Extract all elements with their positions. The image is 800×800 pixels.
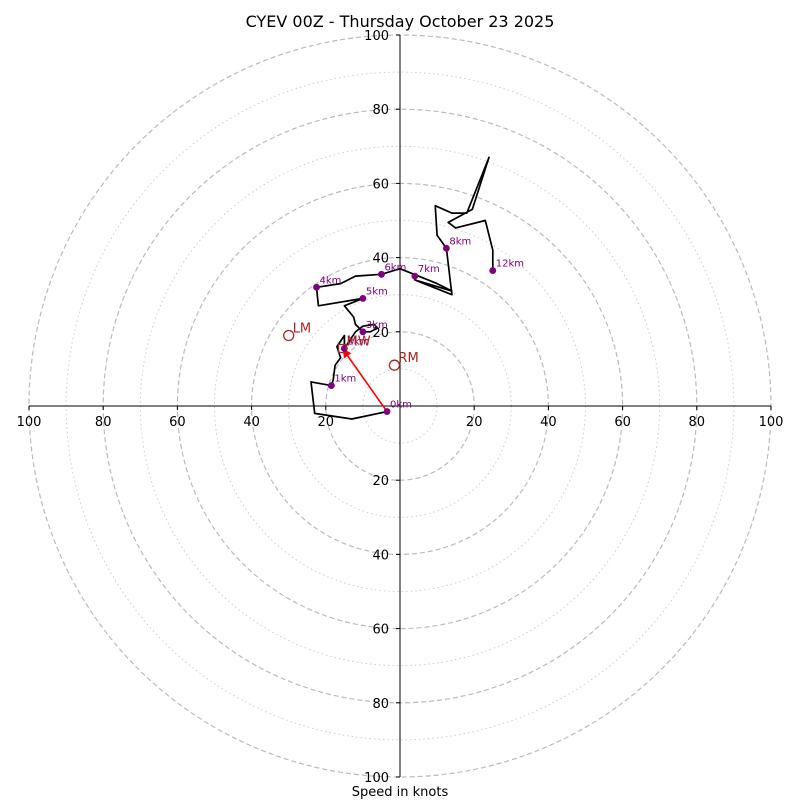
x-tick-label: 100 bbox=[17, 415, 42, 430]
y-tick-label: 60 bbox=[372, 623, 389, 638]
x-tick-label: 60 bbox=[169, 415, 186, 430]
storm-motion-label: MW bbox=[346, 334, 370, 349]
height-markers: 0km 1km 2km 3km 4km 5km 6km 7km 8km 12km bbox=[313, 236, 524, 415]
y-tick-label: 20 bbox=[372, 474, 389, 489]
storm-motion-marker bbox=[283, 329, 295, 342]
x-axis-label: Speed in knots bbox=[352, 785, 449, 800]
storm-motion-markers: LM RM MW bbox=[283, 322, 419, 371]
height-marker-label: 7km bbox=[418, 264, 440, 275]
y-tick-label: 80 bbox=[372, 103, 389, 118]
y-tick-label: 100 bbox=[364, 29, 389, 44]
x-tick-label: 20 bbox=[318, 415, 335, 430]
height-marker-dot bbox=[327, 382, 335, 389]
y-tick-label: 100 bbox=[364, 771, 389, 786]
y-tick-label: 80 bbox=[372, 697, 389, 712]
height-marker-dot bbox=[411, 272, 419, 280]
x-tick-label: 40 bbox=[243, 415, 260, 430]
height-marker-dot bbox=[359, 328, 367, 336]
x-tick-label: 80 bbox=[95, 415, 112, 430]
axes bbox=[29, 35, 771, 777]
tick-labels: 100 80 60 40 20 20 40 60 80 100100806040202040608… bbox=[17, 29, 784, 786]
storm-motion-label: LM bbox=[293, 322, 311, 337]
height-marker-label: 6km bbox=[384, 262, 406, 273]
y-tick-label: 60 bbox=[372, 177, 389, 192]
shear-arrow bbox=[341, 348, 388, 413]
height-marker-label: 5km bbox=[366, 286, 388, 297]
x-tick-label: 100 bbox=[759, 415, 784, 430]
storm-motion-marker bbox=[388, 359, 401, 371]
height-marker-label: 1km bbox=[334, 374, 356, 385]
height-marker-dot bbox=[442, 244, 450, 252]
height-marker-label: 2km bbox=[347, 336, 369, 347]
height-marker-dot bbox=[489, 267, 497, 274]
y-tick-label: 40 bbox=[372, 548, 389, 563]
height-marker-dot bbox=[383, 408, 391, 415]
height-marker-label: 12km bbox=[496, 259, 524, 270]
hodograph-line bbox=[310, 156, 494, 420]
height-marker-label: 0km bbox=[390, 400, 412, 411]
storm-motion-label: RM bbox=[398, 351, 418, 366]
x-tick-label: 40 bbox=[540, 415, 557, 430]
chart-title: CYEV 00Z - Thursday October 23 2025 bbox=[246, 12, 555, 31]
y-tick-label: 40 bbox=[372, 252, 389, 267]
x-tick-label: 20 bbox=[466, 415, 483, 430]
height-marker-label: 8km bbox=[449, 236, 471, 247]
height-marker-label: 4km bbox=[320, 275, 342, 286]
x-tick-label: 60 bbox=[614, 415, 631, 430]
x-tick-label: 80 bbox=[689, 415, 706, 430]
height-marker-dot bbox=[378, 270, 385, 278]
height-marker-label: 3km bbox=[366, 320, 388, 331]
hodograph-trace bbox=[310, 156, 494, 420]
height-marker-dot bbox=[313, 283, 320, 291]
height-marker-dot bbox=[359, 295, 367, 302]
mean-wind-marker bbox=[337, 343, 348, 354]
